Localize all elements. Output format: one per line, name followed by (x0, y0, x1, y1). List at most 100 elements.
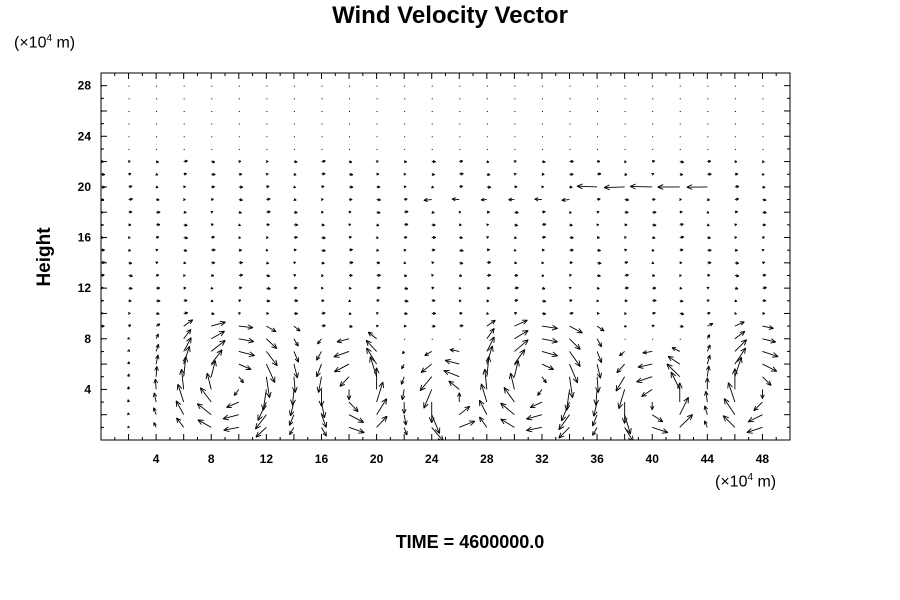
x-tick-label: 12 (260, 452, 274, 466)
arrow-shaft (401, 389, 405, 400)
arrow-head (679, 261, 683, 264)
arrow-shaft (652, 426, 669, 434)
arrow-head (267, 299, 271, 302)
wind-vector-arrow (366, 347, 377, 365)
arrow-head (629, 183, 636, 187)
arrow-head (642, 352, 648, 355)
arrow-head (480, 383, 482, 390)
wind-vector-arrow (458, 286, 462, 290)
vector-dot (734, 98, 736, 100)
arrow-head (486, 312, 489, 315)
arrow-head (552, 324, 558, 329)
vector-dot (431, 98, 433, 100)
arrow-head (657, 184, 664, 188)
wind-vector-arrow (537, 389, 543, 396)
arrow-shaft (155, 366, 158, 377)
arrow-head (492, 319, 496, 325)
arrow-head (732, 368, 736, 375)
arrow-shaft (318, 376, 322, 393)
wind-vector-arrow (211, 248, 216, 252)
arrow-head (294, 299, 299, 302)
arrow-shaft (176, 417, 185, 428)
wind-vector-arrow (508, 197, 515, 202)
wind-vector-arrow (128, 210, 133, 214)
arrow-head (641, 391, 645, 397)
arrow-head (290, 411, 295, 417)
wind-vector-arrow (376, 273, 381, 277)
arrow-head (212, 172, 216, 175)
arrow-head (293, 373, 298, 379)
x-unit-exponent: 4 (747, 472, 754, 483)
arrow-head (570, 248, 574, 251)
wind-vector-arrow (789, 312, 790, 314)
vector-dot (183, 110, 185, 112)
arrow-head (154, 366, 158, 371)
y-tick-label: 4 (84, 382, 91, 396)
vector-dot (624, 85, 626, 87)
arrow-head (479, 416, 481, 423)
arrow-shaft (183, 319, 194, 327)
wind-vector-arrow (459, 274, 463, 278)
arrow-head (791, 212, 794, 213)
arrow-head (156, 160, 159, 163)
arrow-head (570, 311, 574, 314)
arrow-head (487, 286, 491, 289)
vector-dot (156, 123, 158, 125)
arrow-head (451, 197, 456, 200)
arrow-shaft (154, 378, 157, 390)
wind-vector-arrow (596, 286, 600, 290)
arrow-head (597, 248, 601, 252)
wind-vector-arrow (762, 376, 772, 386)
arrow-head (707, 236, 711, 239)
arrow-shaft (510, 373, 515, 390)
arrow-shaft (500, 402, 515, 416)
arrow-head (592, 410, 595, 417)
arrow-head (791, 160, 794, 161)
wind-vector-arrow (238, 261, 243, 265)
arrow-head (657, 420, 663, 423)
arrow-head (596, 312, 600, 314)
arrow-head (211, 274, 215, 277)
arrow-head (376, 223, 380, 226)
arrow-head (376, 236, 379, 239)
arrow-head (419, 387, 426, 392)
wind-vector-arrow (706, 299, 710, 303)
arrow-head (432, 299, 436, 301)
wind-vector-arrow (541, 376, 547, 384)
arrow-head (197, 419, 202, 425)
wind-vector-arrow (514, 330, 529, 340)
wind-vector-arrow (762, 223, 766, 227)
wind-vector-arrow (707, 273, 711, 277)
arrow-head (679, 274, 682, 276)
wind-vector-arrow (592, 427, 598, 436)
arrow-shaft (183, 337, 192, 352)
arrow-head (377, 185, 381, 188)
wind-vector-arrow (266, 325, 277, 333)
wind-vector-arrow (293, 325, 301, 332)
arrow-head (367, 331, 371, 337)
vector-dot (514, 136, 516, 138)
wind-vector-arrow (420, 363, 433, 373)
wind-vector-arrow (652, 426, 669, 434)
wind-vector-arrow (293, 338, 299, 347)
wind-vector-arrow (514, 299, 519, 303)
arrow-head (431, 185, 434, 188)
arrow-head (746, 432, 753, 434)
arrow-head (197, 403, 204, 406)
arrow-head (686, 186, 693, 190)
vector-dot (321, 148, 323, 150)
wind-vector-arrow (595, 376, 601, 393)
arrow-head (723, 398, 730, 403)
wind-vector-arrow (402, 350, 406, 355)
wind-vector-arrow (176, 417, 185, 428)
wind-vector-arrow (569, 261, 573, 265)
vector-dot (211, 136, 213, 138)
arrow-head (401, 395, 406, 401)
vector-dot (459, 338, 461, 340)
arrow-head (659, 417, 664, 422)
arrow-head (624, 299, 628, 302)
arrow-head (349, 197, 353, 200)
arrow-head (705, 390, 709, 396)
wind-vector-arrow (541, 235, 546, 239)
arrow-head (769, 325, 774, 329)
